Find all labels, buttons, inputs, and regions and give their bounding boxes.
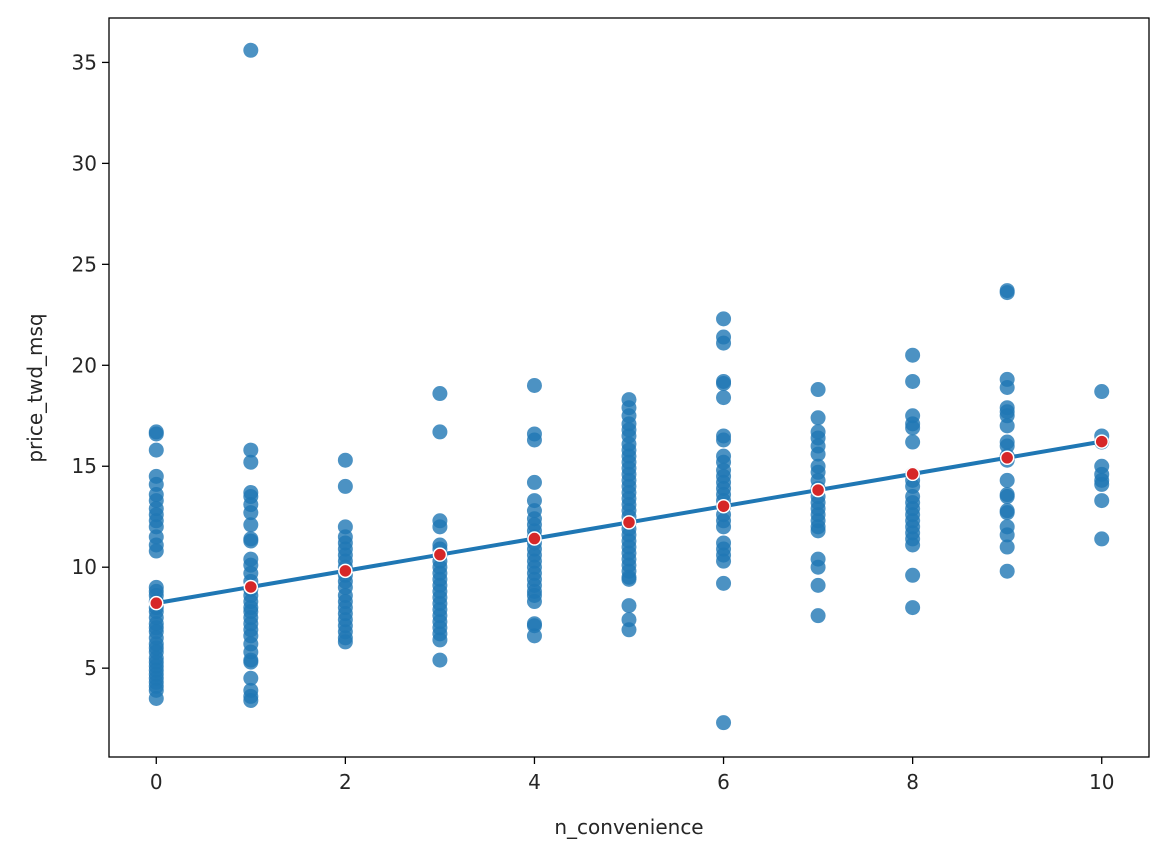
x-tick-label: 6 xyxy=(717,770,730,794)
scatter-point xyxy=(905,347,921,363)
scatter-point xyxy=(243,454,259,470)
scatter-point xyxy=(243,670,259,686)
scatter-point xyxy=(716,553,732,569)
scatter-point xyxy=(905,537,921,553)
scatter-point xyxy=(432,632,448,648)
scatter-point xyxy=(810,608,826,624)
scatter-point xyxy=(1094,476,1110,492)
scatter-point xyxy=(337,634,353,650)
x-tick-label: 10 xyxy=(1089,770,1114,794)
scatter-point xyxy=(526,474,542,490)
scatter-point xyxy=(716,335,732,351)
mean-point xyxy=(1094,434,1109,449)
scatter-point xyxy=(810,446,826,462)
scatter-points-layer xyxy=(148,42,1110,731)
x-tick-label: 4 xyxy=(528,770,541,794)
scatter-point xyxy=(1094,384,1110,400)
scatter-point xyxy=(148,442,164,458)
scatter-point xyxy=(1094,493,1110,509)
x-axis-ticks: 0 2 4 6 8 10 xyxy=(150,757,1114,794)
y-tick-label: 20 xyxy=(72,353,97,377)
scatter-point xyxy=(999,539,1015,555)
scatter-point xyxy=(432,424,448,440)
scatter-point xyxy=(148,543,164,559)
mean-point xyxy=(716,498,731,514)
scatter-point xyxy=(243,442,259,458)
scatter-point xyxy=(526,628,542,644)
scatter-point xyxy=(337,452,353,468)
scatter-point xyxy=(243,505,259,521)
scatter-point xyxy=(716,311,732,327)
scatter-point xyxy=(148,426,164,442)
scatter-point xyxy=(621,622,637,638)
mean-points-layer xyxy=(149,434,1109,611)
mean-point xyxy=(905,466,920,482)
scatter-point xyxy=(999,472,1015,488)
scatter-point xyxy=(810,410,826,426)
y-tick-label: 30 xyxy=(72,151,97,175)
scatter-point xyxy=(621,571,637,587)
y-tick-label: 5 xyxy=(84,656,97,680)
scatter-point xyxy=(148,690,164,706)
scatter-point xyxy=(716,432,732,448)
scatter-point xyxy=(810,523,826,539)
scatter-point xyxy=(716,375,732,391)
plot-frame xyxy=(108,17,1150,758)
mean-point xyxy=(999,450,1015,466)
scatter-point xyxy=(1094,531,1110,547)
mean-point xyxy=(810,482,826,498)
scatter-point xyxy=(905,420,921,436)
scatter-point xyxy=(810,559,826,575)
scatter-point xyxy=(999,505,1015,521)
y-tick-label: 15 xyxy=(72,454,97,478)
scatter-point xyxy=(526,432,542,448)
y-tick-label: 10 xyxy=(72,555,97,579)
scatter-point xyxy=(716,715,732,731)
x-axis-title: n_convenience xyxy=(554,815,703,839)
scatter-point xyxy=(337,478,353,494)
scatter-point xyxy=(999,489,1015,505)
mean-point xyxy=(432,547,448,562)
x-tick-label: 2 xyxy=(339,770,352,794)
mean-point xyxy=(338,563,353,579)
scatter-point xyxy=(243,533,259,549)
mean-point xyxy=(527,531,542,546)
mean-point xyxy=(243,579,259,595)
scatter-point xyxy=(432,652,448,668)
x-tick-label: 8 xyxy=(906,770,919,794)
scatter-point xyxy=(905,373,921,389)
scatter-point xyxy=(905,567,921,583)
y-axis-title: price_twd_msq xyxy=(23,313,47,462)
y-axis-ticks: 5 10 15 20 25 30 35 xyxy=(72,50,109,680)
y-tick-label: 25 xyxy=(72,252,97,276)
scatter-point xyxy=(716,519,732,535)
scatter-point xyxy=(999,563,1015,579)
scatter-point xyxy=(999,380,1015,395)
scatter-point xyxy=(905,434,921,450)
mean-point xyxy=(621,515,637,530)
scatter-point xyxy=(810,577,826,593)
scatter-point xyxy=(810,382,826,398)
scatter-point xyxy=(432,519,448,535)
scatter-point xyxy=(243,517,259,533)
y-tick-label: 35 xyxy=(72,50,97,74)
scatter-point xyxy=(999,418,1015,434)
scatter-point xyxy=(243,692,259,708)
scatter-point xyxy=(905,600,921,616)
scatter-point xyxy=(716,575,732,591)
mean-point xyxy=(149,595,164,611)
scatter-point xyxy=(243,42,259,58)
scatter-point xyxy=(526,377,542,393)
x-tick-label: 0 xyxy=(150,770,163,794)
scatter-point xyxy=(432,386,448,402)
scatter-point xyxy=(526,594,542,610)
scatter-point xyxy=(621,598,637,614)
scatter-point xyxy=(999,527,1015,543)
scatter-point xyxy=(716,390,732,406)
scatter-point xyxy=(243,654,259,670)
scatter-point xyxy=(999,285,1015,301)
